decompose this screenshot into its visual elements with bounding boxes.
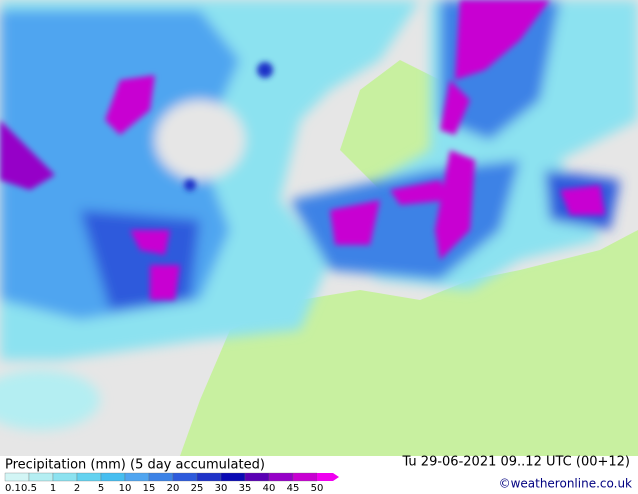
legend-swatch xyxy=(52,472,78,482)
legend-label: 50 xyxy=(311,483,324,494)
valid-time: Tu 29-06-2021 09..12 UTC (00+12) xyxy=(401,455,630,470)
legend-swatch xyxy=(220,472,246,482)
legend-label: 0.5 xyxy=(21,483,37,494)
legend-label: 0.1 xyxy=(5,483,21,494)
legend-label: 10 xyxy=(119,483,132,494)
legend-swatch xyxy=(76,472,102,482)
credit: ©weatheronline.co.uk xyxy=(499,477,632,491)
legend-label: 45 xyxy=(287,483,300,494)
legend-swatch xyxy=(196,472,222,482)
legend: 0.1 0.5 1 2 5 10 15 20 25 30 35 40 45 50 xyxy=(4,472,339,494)
legend-swatch xyxy=(28,472,54,482)
heavy-precipitation xyxy=(0,0,605,300)
land xyxy=(180,230,638,456)
legend-label: 30 xyxy=(215,483,228,494)
legend-label: 15 xyxy=(143,483,156,494)
legend-swatch xyxy=(292,472,318,482)
legend-swatch xyxy=(100,472,126,482)
map-area xyxy=(0,0,638,456)
legend-swatch xyxy=(317,473,339,481)
legend-swatch xyxy=(268,472,294,482)
legend-swatch xyxy=(124,472,150,482)
legend-label: 35 xyxy=(239,483,252,494)
legend-swatch xyxy=(148,472,174,482)
legend-label: 1 xyxy=(50,483,56,494)
legend-label: 2 xyxy=(74,483,80,494)
legend-swatch xyxy=(172,472,198,482)
precipitation-field xyxy=(0,0,638,430)
legend-swatch xyxy=(4,472,30,482)
legend-swatch xyxy=(244,472,270,482)
legend-label: 25 xyxy=(191,483,204,494)
legend-label: 20 xyxy=(167,483,180,494)
map-title: Precipitation (mm) (5 day accumulated) xyxy=(5,458,265,473)
legend-label: 40 xyxy=(263,483,276,494)
legend-label: 5 xyxy=(98,483,104,494)
